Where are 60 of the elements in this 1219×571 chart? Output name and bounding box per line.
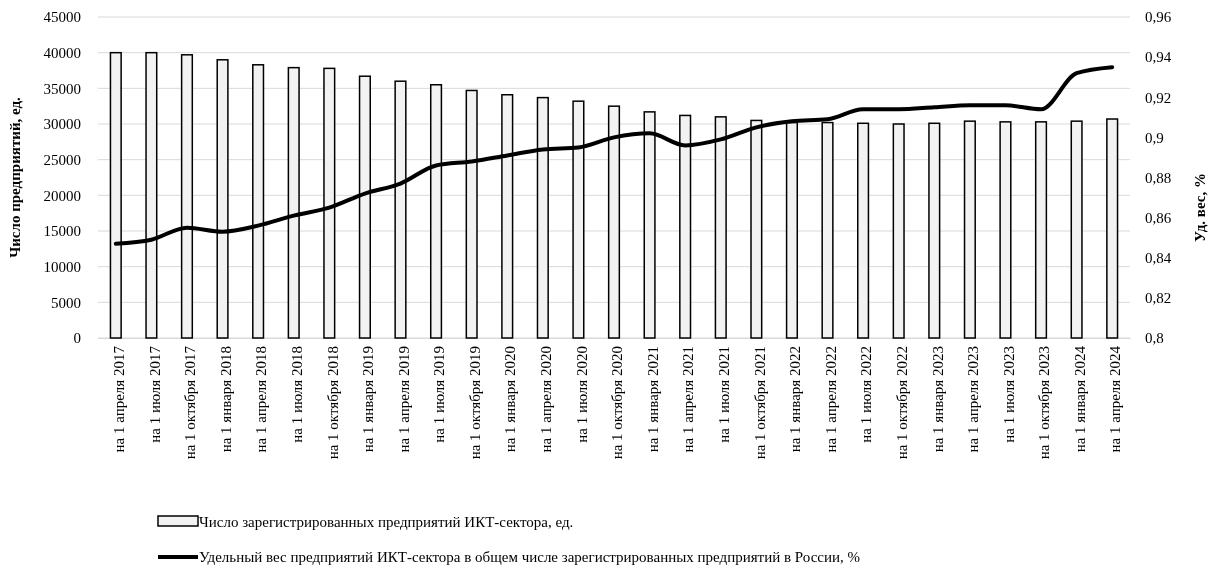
bar xyxy=(928,122,941,339)
x-tick-label: на 1 октября 2017 xyxy=(182,345,199,460)
x-tick-label: на 1 апреля 2023 xyxy=(965,346,982,453)
y2-tick-label: 0,96 xyxy=(1145,9,1172,26)
y2-tick-label: 0,86 xyxy=(1145,209,1172,226)
x-tick-label: на 1 апреля 2018 xyxy=(253,346,270,453)
y2-tick-label: 0,88 xyxy=(1145,169,1172,186)
x-tick-label: на 1 апреля 2022 xyxy=(822,346,839,453)
y2-tick-label: 0,84 xyxy=(1145,250,1172,267)
y-tick-label: 20000 xyxy=(43,187,81,204)
x-tick-label: на 1 апреля 2017 xyxy=(111,345,128,453)
x-tick-label: на 1 июля 2020 xyxy=(573,346,590,443)
bar xyxy=(1034,121,1048,339)
legend-label: Число зарегистрированных предприятий ИКТ-сектора, ед. xyxy=(199,514,574,530)
y2-axis-title: Уд. вес, % xyxy=(1192,173,1208,242)
x-tick-label: на 1 июля 2021 xyxy=(716,346,733,443)
y-tick-label: 35000 xyxy=(43,80,81,97)
x-tick-label: на 1 октября 2022 xyxy=(893,346,910,460)
bar xyxy=(1106,118,1119,339)
y-tick-label: 40000 xyxy=(43,44,81,61)
y2-tick-label: 0,8 xyxy=(1145,330,1164,347)
x-tick-label: на 1 октября 2018 xyxy=(324,346,341,460)
x-tick-label: на 1 июля 2023 xyxy=(1000,346,1017,443)
x-tick-label: на 1 января 2024 xyxy=(1071,345,1088,453)
x-tick-label: на 1 января 2023 xyxy=(929,346,946,453)
y-tick-label: 30000 xyxy=(43,116,81,133)
bar xyxy=(892,123,905,339)
x-tick-label: на 1 января 2022 xyxy=(787,346,804,453)
x-tick-label: на 1 апреля 2020 xyxy=(538,346,555,453)
x-tick-label: на 1 июля 2017 xyxy=(146,345,163,443)
bar xyxy=(857,122,870,339)
y-tick-label: 15000 xyxy=(43,223,81,240)
y-tick-label: 0 xyxy=(73,330,81,347)
x-tick-label: на 1 октября 2019 xyxy=(466,346,483,460)
x-tick-label: на 1 января 2018 xyxy=(217,346,234,453)
x-tick-label: на 1 января 2020 xyxy=(502,346,519,453)
bar xyxy=(1070,120,1083,339)
x-tick-label: на 1 июля 2019 xyxy=(431,346,448,443)
x-tick-label: на 1 июля 2018 xyxy=(288,346,305,443)
y2-tick-label: 0,9 xyxy=(1145,129,1164,146)
x-tick-label: на 1 января 2021 xyxy=(644,346,661,453)
x-tick-label: на 1 апреля 2024 xyxy=(1107,345,1124,453)
y-tick-label: 25000 xyxy=(43,151,81,168)
x-tick-label: на 1 октября 2021 xyxy=(751,346,768,460)
y2-tick-label: 0,92 xyxy=(1145,89,1172,106)
y2-tick-label: 0,82 xyxy=(1145,290,1172,307)
legend-label: Удельный вес предприятий ИКТ-сектора в общем числе зарегистрированных предприятий в России, % xyxy=(199,549,861,565)
y2-tick-label: 0,94 xyxy=(1145,49,1172,66)
x-tick-label: на 1 января 2019 xyxy=(360,346,377,453)
y-tick-label: 10000 xyxy=(43,258,81,275)
x-tick-label: на 1 октября 2023 xyxy=(1036,346,1053,460)
x-tick-label: на 1 апреля 2019 xyxy=(395,346,412,453)
x-tick-label: на 1 октября 2020 xyxy=(609,346,626,460)
y-tick-label: 5000 xyxy=(51,294,81,311)
bar xyxy=(963,120,976,339)
x-tick-label: на 1 июля 2022 xyxy=(858,346,875,443)
y-axis-title: Число предприятий, ед. xyxy=(7,96,23,258)
bar xyxy=(999,121,1012,339)
x-tick-label: на 1 апреля 2021 xyxy=(680,346,697,453)
y-tick-label: 45000 xyxy=(43,9,81,26)
